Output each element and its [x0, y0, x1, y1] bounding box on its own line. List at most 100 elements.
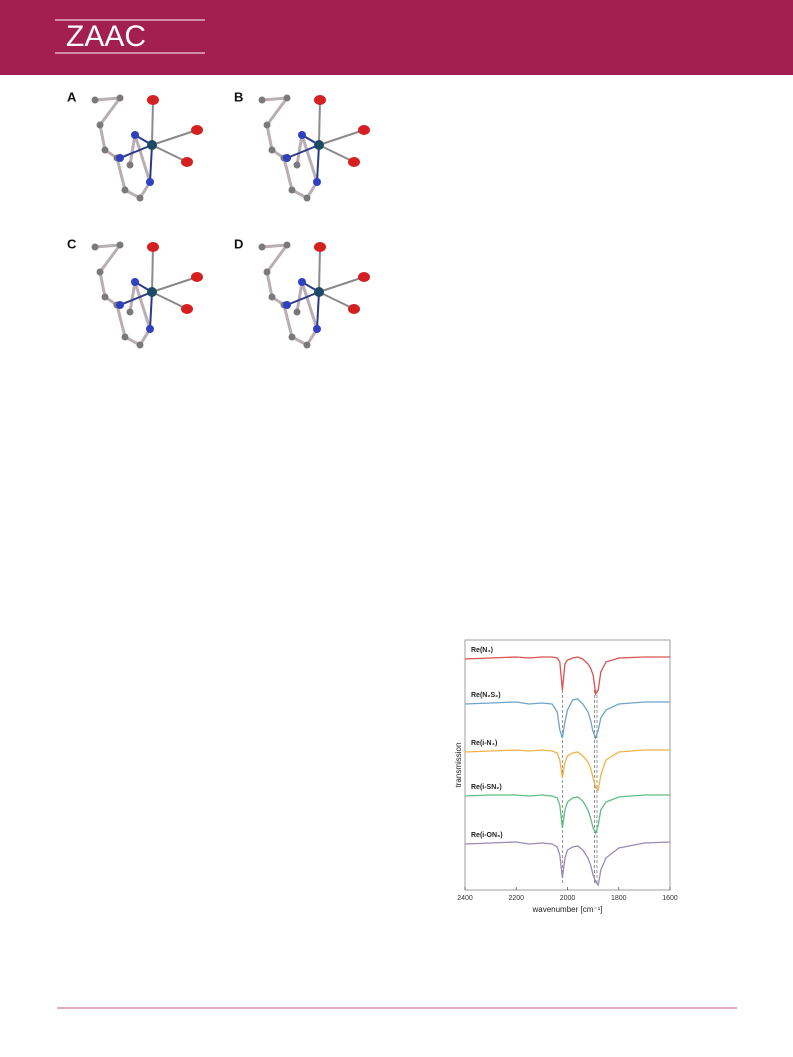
- x-tick-label: 1600: [662, 895, 678, 902]
- journal-title: ZAAC: [66, 20, 146, 53]
- carbon-atom: [91, 96, 99, 104]
- carbon-atom: [303, 341, 311, 349]
- bond: [286, 144, 320, 159]
- x-tick-label: 1800: [611, 895, 627, 902]
- rhenium-atom: [314, 287, 324, 297]
- nitrogen-atom: [146, 325, 154, 333]
- carbon-atom: [116, 241, 124, 249]
- bond: [261, 243, 319, 347]
- nitrogen-atom: [146, 178, 154, 186]
- oxygen-atom: [314, 95, 326, 105]
- nitrogen-atom: [131, 278, 139, 286]
- oxygen-atom: [358, 125, 370, 135]
- nitrogen-atom: [298, 131, 306, 139]
- rhenium-atom: [147, 287, 157, 297]
- plot-frame: [464, 639, 671, 891]
- bond: [151, 291, 188, 310]
- nitrogen-atom: [116, 301, 124, 309]
- oxygen-atom: [181, 157, 193, 167]
- carbon-atom: [121, 186, 129, 194]
- carbon-atom: [258, 243, 266, 251]
- panel-label: A: [67, 89, 77, 104]
- oxygen-atom: [147, 242, 159, 252]
- nitrogen-atom: [283, 301, 291, 309]
- carbon-atom: [303, 194, 311, 202]
- oxygen-atom: [147, 95, 159, 105]
- carbon-atom: [293, 308, 301, 316]
- oxygen-atom: [358, 272, 370, 282]
- bond: [318, 246, 321, 293]
- y-axis-label: transmission: [454, 743, 463, 788]
- bond: [151, 144, 188, 163]
- carbon-atom: [268, 146, 276, 154]
- series-label: Re(i-ON₃): [471, 832, 503, 839]
- bond: [151, 246, 154, 293]
- panel-label: C: [67, 236, 77, 251]
- carbon-atom: [96, 268, 104, 276]
- rhenium-atom: [147, 140, 157, 150]
- panel-label: B: [234, 89, 243, 104]
- carbon-atom: [288, 186, 296, 194]
- nitrogen-atom: [131, 131, 139, 139]
- bond: [149, 144, 153, 183]
- series-label: Re(i-N₄): [471, 740, 497, 747]
- x-tick-label: 2400: [457, 895, 473, 902]
- carbon-atom: [258, 96, 266, 104]
- carbon-atom: [283, 94, 291, 102]
- carbon-atom: [263, 121, 271, 129]
- spectrum-line: [464, 841, 671, 887]
- bond: [119, 291, 153, 306]
- bond: [286, 291, 320, 306]
- nitrogen-atom: [313, 325, 321, 333]
- carbon-atom: [96, 121, 104, 129]
- series-label: Re(N₂S₂): [471, 692, 501, 699]
- x-tick-label: 2200: [508, 895, 524, 902]
- carbon-atom: [121, 333, 129, 341]
- bond: [318, 276, 365, 293]
- carbon-atom: [136, 194, 144, 202]
- nitrogen-atom: [116, 154, 124, 162]
- carbon-atom: [293, 161, 301, 169]
- series-label: Re(i-SN₂): [471, 784, 502, 791]
- carbon-atom: [263, 268, 271, 276]
- carbon-atom: [126, 308, 134, 316]
- carbon-atom: [126, 161, 134, 169]
- carbon-atom: [283, 241, 291, 249]
- oxygen-atom: [181, 304, 193, 314]
- oxygen-atom: [191, 272, 203, 282]
- x-axis-label: wavenumber [cm⁻¹]: [531, 905, 602, 914]
- bond: [151, 276, 198, 293]
- oxygen-atom: [348, 157, 360, 167]
- spectrum-line: [464, 749, 670, 792]
- bond: [316, 144, 320, 183]
- bond: [318, 129, 365, 146]
- panel-label: D: [234, 236, 243, 251]
- carbon-atom: [101, 146, 109, 154]
- bond: [318, 144, 355, 163]
- bond: [261, 96, 319, 200]
- rhenium-atom: [314, 140, 324, 150]
- bond: [316, 291, 320, 330]
- bond: [318, 291, 355, 310]
- nitrogen-atom: [298, 278, 306, 286]
- carbon-atom: [101, 293, 109, 301]
- carbon-atom: [91, 243, 99, 251]
- oxygen-atom: [191, 125, 203, 135]
- carbon-atom: [288, 333, 296, 341]
- carbon-atom: [268, 293, 276, 301]
- spectrum-line: [464, 698, 670, 740]
- molecule-figure: A B C D: [67, 89, 370, 349]
- header-band: [0, 0, 793, 75]
- bond: [149, 291, 153, 330]
- spectrum-line: [464, 656, 670, 696]
- bond: [94, 96, 152, 200]
- oxygen-atom: [348, 304, 360, 314]
- bond: [119, 144, 153, 159]
- ir-chart: 2400 2200 2000 1800 1600 wavenumber [cm⁻¹] tra…: [454, 647, 678, 914]
- bond: [151, 129, 198, 146]
- x-tick-label: 2000: [560, 895, 576, 902]
- bond: [318, 99, 321, 146]
- bond: [151, 99, 154, 146]
